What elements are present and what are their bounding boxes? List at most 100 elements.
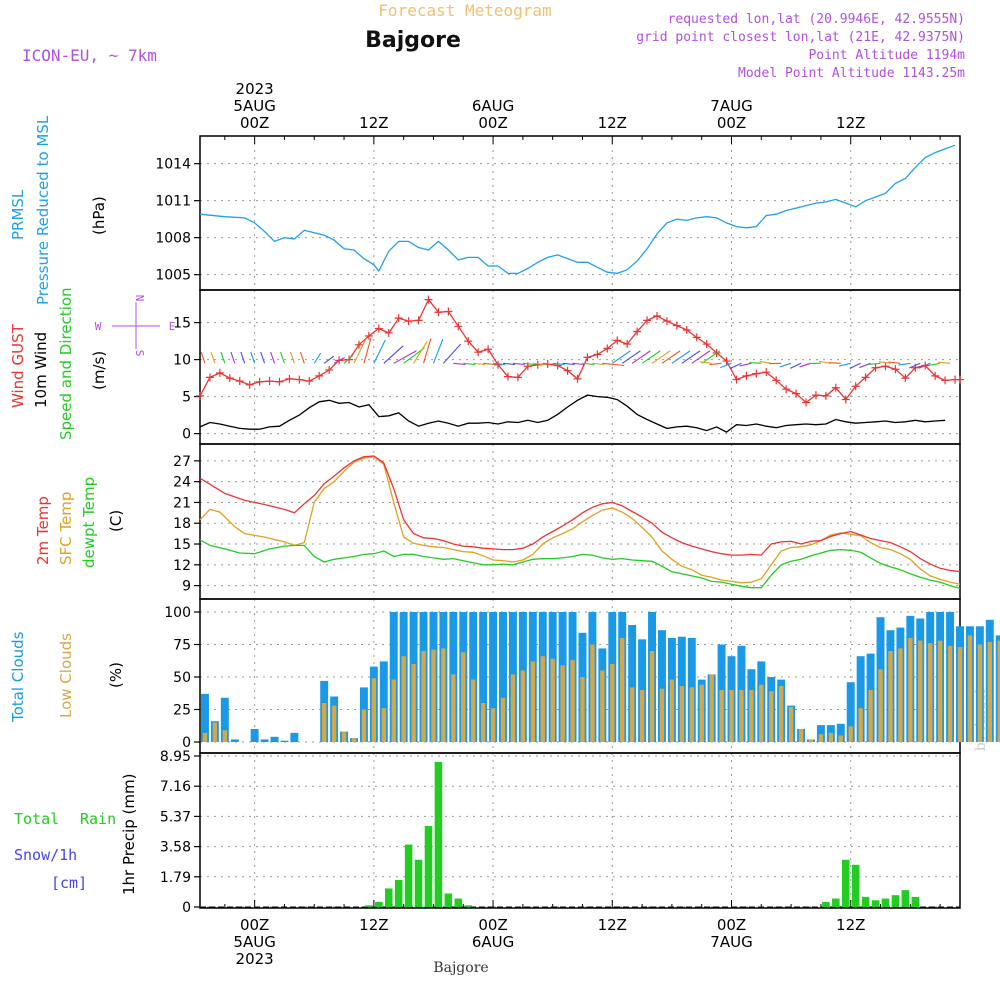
low-cloud-bar xyxy=(898,648,903,742)
low-cloud-bar xyxy=(222,730,228,742)
low-cloud-bar xyxy=(749,690,754,742)
total-cloud-bar xyxy=(816,725,825,742)
xtick-label-top: 12Z xyxy=(359,114,388,132)
ytick-label: 75 xyxy=(173,638,191,654)
label-low-clouds: Low Clouds xyxy=(57,633,75,718)
rain-bar xyxy=(414,859,423,907)
wind-arrow xyxy=(532,362,545,366)
ytick-label: 10 xyxy=(173,353,191,369)
wind-arrow xyxy=(838,362,851,367)
gust-point xyxy=(573,374,582,383)
wind-arrow xyxy=(602,362,625,367)
low-cloud-bar xyxy=(590,644,595,742)
low-cloud-bar xyxy=(371,678,377,742)
wind-arrow xyxy=(542,362,555,366)
wind-arrow xyxy=(230,351,236,364)
total-cloud-bar xyxy=(479,612,488,742)
wind-arrow xyxy=(699,361,712,364)
rain-bar xyxy=(454,898,463,907)
wind-arrow xyxy=(709,362,722,366)
rain-bar xyxy=(434,761,443,907)
gust-point xyxy=(384,328,393,337)
gust-point xyxy=(861,373,870,382)
xtick-label-top: 00Z xyxy=(717,114,746,132)
xtick-label-bottom: 6AUG xyxy=(472,933,514,951)
sfc-temp-line xyxy=(199,456,961,585)
gust-line xyxy=(199,298,960,404)
wind-arrow xyxy=(730,362,742,369)
gust-point xyxy=(235,377,244,386)
low-cloud-bar xyxy=(778,686,784,742)
wind-arrow xyxy=(323,355,335,364)
label-snow-unit: [cm] xyxy=(51,874,87,892)
low-cloud-bar xyxy=(401,656,406,742)
low-cloud-bar xyxy=(808,739,814,742)
info-model-altitude: Model Point Altitude 1143.25m xyxy=(738,66,965,81)
wind-arrow xyxy=(483,362,496,366)
wind-arrow xyxy=(849,362,861,369)
gust-point xyxy=(255,377,264,386)
gust-point xyxy=(484,345,493,354)
ytick-label: 27 xyxy=(173,454,191,470)
ytick-label: 15 xyxy=(173,316,191,332)
wind-arrow xyxy=(299,351,305,364)
gust-point xyxy=(752,369,761,378)
total-cloud-bar xyxy=(389,612,398,742)
rain-bar xyxy=(891,895,900,907)
wind-arrow xyxy=(759,360,772,364)
gust-point xyxy=(792,389,801,398)
wind-arrow xyxy=(333,357,345,364)
ytick-label: 100 xyxy=(164,605,191,621)
total-cloud-bar xyxy=(469,612,478,742)
low-cloud-bar xyxy=(928,643,933,742)
low-cloud-bar xyxy=(461,652,466,742)
dewpt-line xyxy=(199,539,961,590)
low-cloud-bar xyxy=(977,644,983,742)
rain-bar xyxy=(365,905,373,907)
wind-arrow xyxy=(373,339,386,364)
total-cloud-bar xyxy=(846,682,855,742)
low-cloud-bar xyxy=(709,674,714,742)
low-cloud-bar xyxy=(560,665,565,742)
label-sfc: SFC Temp xyxy=(57,492,75,565)
gust-point xyxy=(956,375,964,384)
ytick-label: 18 xyxy=(173,516,191,532)
low-cloud-bar xyxy=(987,641,992,742)
top-title: Forecast Meteogram xyxy=(378,1,551,20)
rain-bar xyxy=(444,893,453,907)
wind-arrow xyxy=(888,361,901,364)
wind-arrow xyxy=(200,351,206,364)
gust-point xyxy=(762,368,771,377)
wind-arrow xyxy=(473,362,486,366)
ytick-label: 3.58 xyxy=(160,840,191,856)
wind-arrow xyxy=(413,340,428,364)
low-cloud-bar xyxy=(480,703,486,742)
gust-point xyxy=(603,344,612,353)
label-rain: Rain xyxy=(80,810,116,828)
gust-point xyxy=(583,353,592,362)
rain-bar xyxy=(841,859,850,907)
low-cloud-bar xyxy=(321,703,327,742)
xtick-label-bottom: 5AUG xyxy=(233,933,275,951)
gust-point xyxy=(454,322,463,331)
low-cloud-bar xyxy=(659,688,665,742)
rain-bar xyxy=(861,896,870,907)
label-wind-unit: (m/s) xyxy=(90,351,108,390)
low-cloud-bar xyxy=(739,690,744,742)
wind-arrow xyxy=(868,362,881,365)
gust-point xyxy=(394,314,403,323)
ytick-label: 0 xyxy=(182,735,191,751)
wind-arrow xyxy=(789,362,802,369)
ytick-label: 5.37 xyxy=(160,809,191,825)
wind-arrow xyxy=(363,338,372,364)
low-cloud-bar xyxy=(649,651,655,742)
low-cloud-bar xyxy=(818,734,824,742)
total-cloud-bar xyxy=(280,740,289,742)
label-dewpt: dewpt Temp xyxy=(80,477,98,568)
xtick-label-top: 6AUG xyxy=(472,97,514,115)
gust-point xyxy=(434,308,443,317)
xtick-label-bottom: 2023 xyxy=(236,950,274,968)
rain-bar xyxy=(464,905,473,907)
rain-bar xyxy=(851,864,860,907)
gust-point xyxy=(474,348,483,357)
